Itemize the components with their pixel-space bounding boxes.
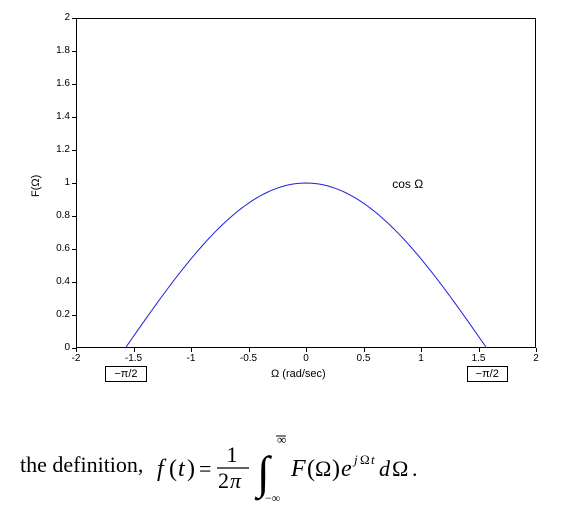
- y-tick: [72, 216, 76, 217]
- y-tick-label: 0.8: [56, 210, 70, 221]
- y-tick: [72, 51, 76, 52]
- y-tick: [72, 117, 76, 118]
- svg-text:Ω: Ω: [360, 452, 370, 467]
- x-tick: [76, 348, 77, 352]
- y-tick-label: 1.2: [56, 144, 70, 155]
- svg-text:−∞: −∞: [265, 491, 280, 504]
- pi-half-label: −π/2: [467, 366, 508, 382]
- svg-text:t: t: [371, 452, 375, 467]
- svg-text:t: t: [178, 456, 186, 482]
- x-tick: [364, 348, 365, 352]
- x-tick: [421, 348, 422, 352]
- svg-text:e: e: [341, 456, 352, 482]
- equation-row: the definition, f ( t ) = 1 2 π ∫ ∞ −∞ F…: [20, 430, 550, 500]
- x-tick-label: 2: [526, 353, 546, 364]
- y-tick-label: 0.4: [56, 276, 70, 287]
- x-tick-label: 0: [296, 353, 316, 364]
- svg-text:Ω: Ω: [392, 456, 408, 481]
- equation-prefix: the definition,: [20, 452, 143, 478]
- x-tick-label: 1.5: [469, 353, 489, 364]
- svg-text:=: =: [199, 456, 211, 481]
- svg-text:F: F: [290, 456, 306, 482]
- y-tick: [72, 315, 76, 316]
- svg-text:2: 2: [218, 468, 229, 493]
- x-tick: [134, 348, 135, 352]
- x-tick-label: -1: [181, 353, 201, 364]
- cosine-curve: [125, 183, 486, 348]
- equation-svg: f ( t ) = 1 2 π ∫ ∞ −∞ F ( Ω ) e j Ω t: [157, 426, 487, 504]
- x-tick-label: -0.5: [239, 353, 259, 364]
- y-tick-label: 1: [64, 177, 70, 188]
- svg-text:j: j: [352, 452, 358, 467]
- y-tick: [72, 249, 76, 250]
- x-tick-label: 1: [411, 353, 431, 364]
- svg-text:Ω: Ω: [315, 456, 331, 481]
- chart-area: F(Ω) Ω (rad/sec) cos Ω -2 -1.5 -1 -0.5 0 0.5 1…: [20, 10, 550, 400]
- curve-annotation: cos Ω: [392, 177, 423, 191]
- x-tick: [479, 348, 480, 352]
- svg-text:∞: ∞: [277, 432, 286, 447]
- y-tick-label: 1.8: [56, 45, 70, 56]
- svg-text:): ): [187, 456, 195, 482]
- x-tick: [191, 348, 192, 352]
- svg-text:): ): [332, 456, 340, 482]
- svg-text:d: d: [379, 456, 391, 481]
- pi-half-label: −π/2: [105, 366, 146, 382]
- y-tick-label: 0.2: [56, 309, 70, 320]
- x-tick-label: -1.5: [124, 353, 144, 364]
- y-tick-label: 1.4: [56, 111, 70, 122]
- y-tick: [72, 84, 76, 85]
- y-tick: [72, 183, 76, 184]
- x-tick-label: -2: [66, 353, 86, 364]
- svg-text:1: 1: [227, 442, 238, 467]
- y-tick: [72, 18, 76, 19]
- x-tick: [306, 348, 307, 352]
- y-tick: [72, 150, 76, 151]
- y-tick-label: 2: [64, 12, 70, 23]
- x-tick: [249, 348, 250, 352]
- y-tick-label: 0: [64, 342, 70, 353]
- svg-text:(: (: [169, 456, 177, 482]
- svg-text:f: f: [157, 456, 167, 482]
- y-tick-label: 1.6: [56, 78, 70, 89]
- y-axis-label: F(Ω): [30, 175, 42, 197]
- x-tick-label: 0.5: [354, 353, 374, 364]
- svg-text:.: .: [412, 456, 418, 481]
- x-tick: [536, 348, 537, 352]
- curve-svg: [76, 18, 536, 348]
- x-axis-label: Ω (rad/sec): [271, 368, 326, 380]
- y-tick: [72, 282, 76, 283]
- y-tick-label: 0.6: [56, 243, 70, 254]
- svg-text:π: π: [230, 468, 242, 493]
- svg-text:(: (: [307, 456, 315, 482]
- y-tick: [72, 348, 76, 349]
